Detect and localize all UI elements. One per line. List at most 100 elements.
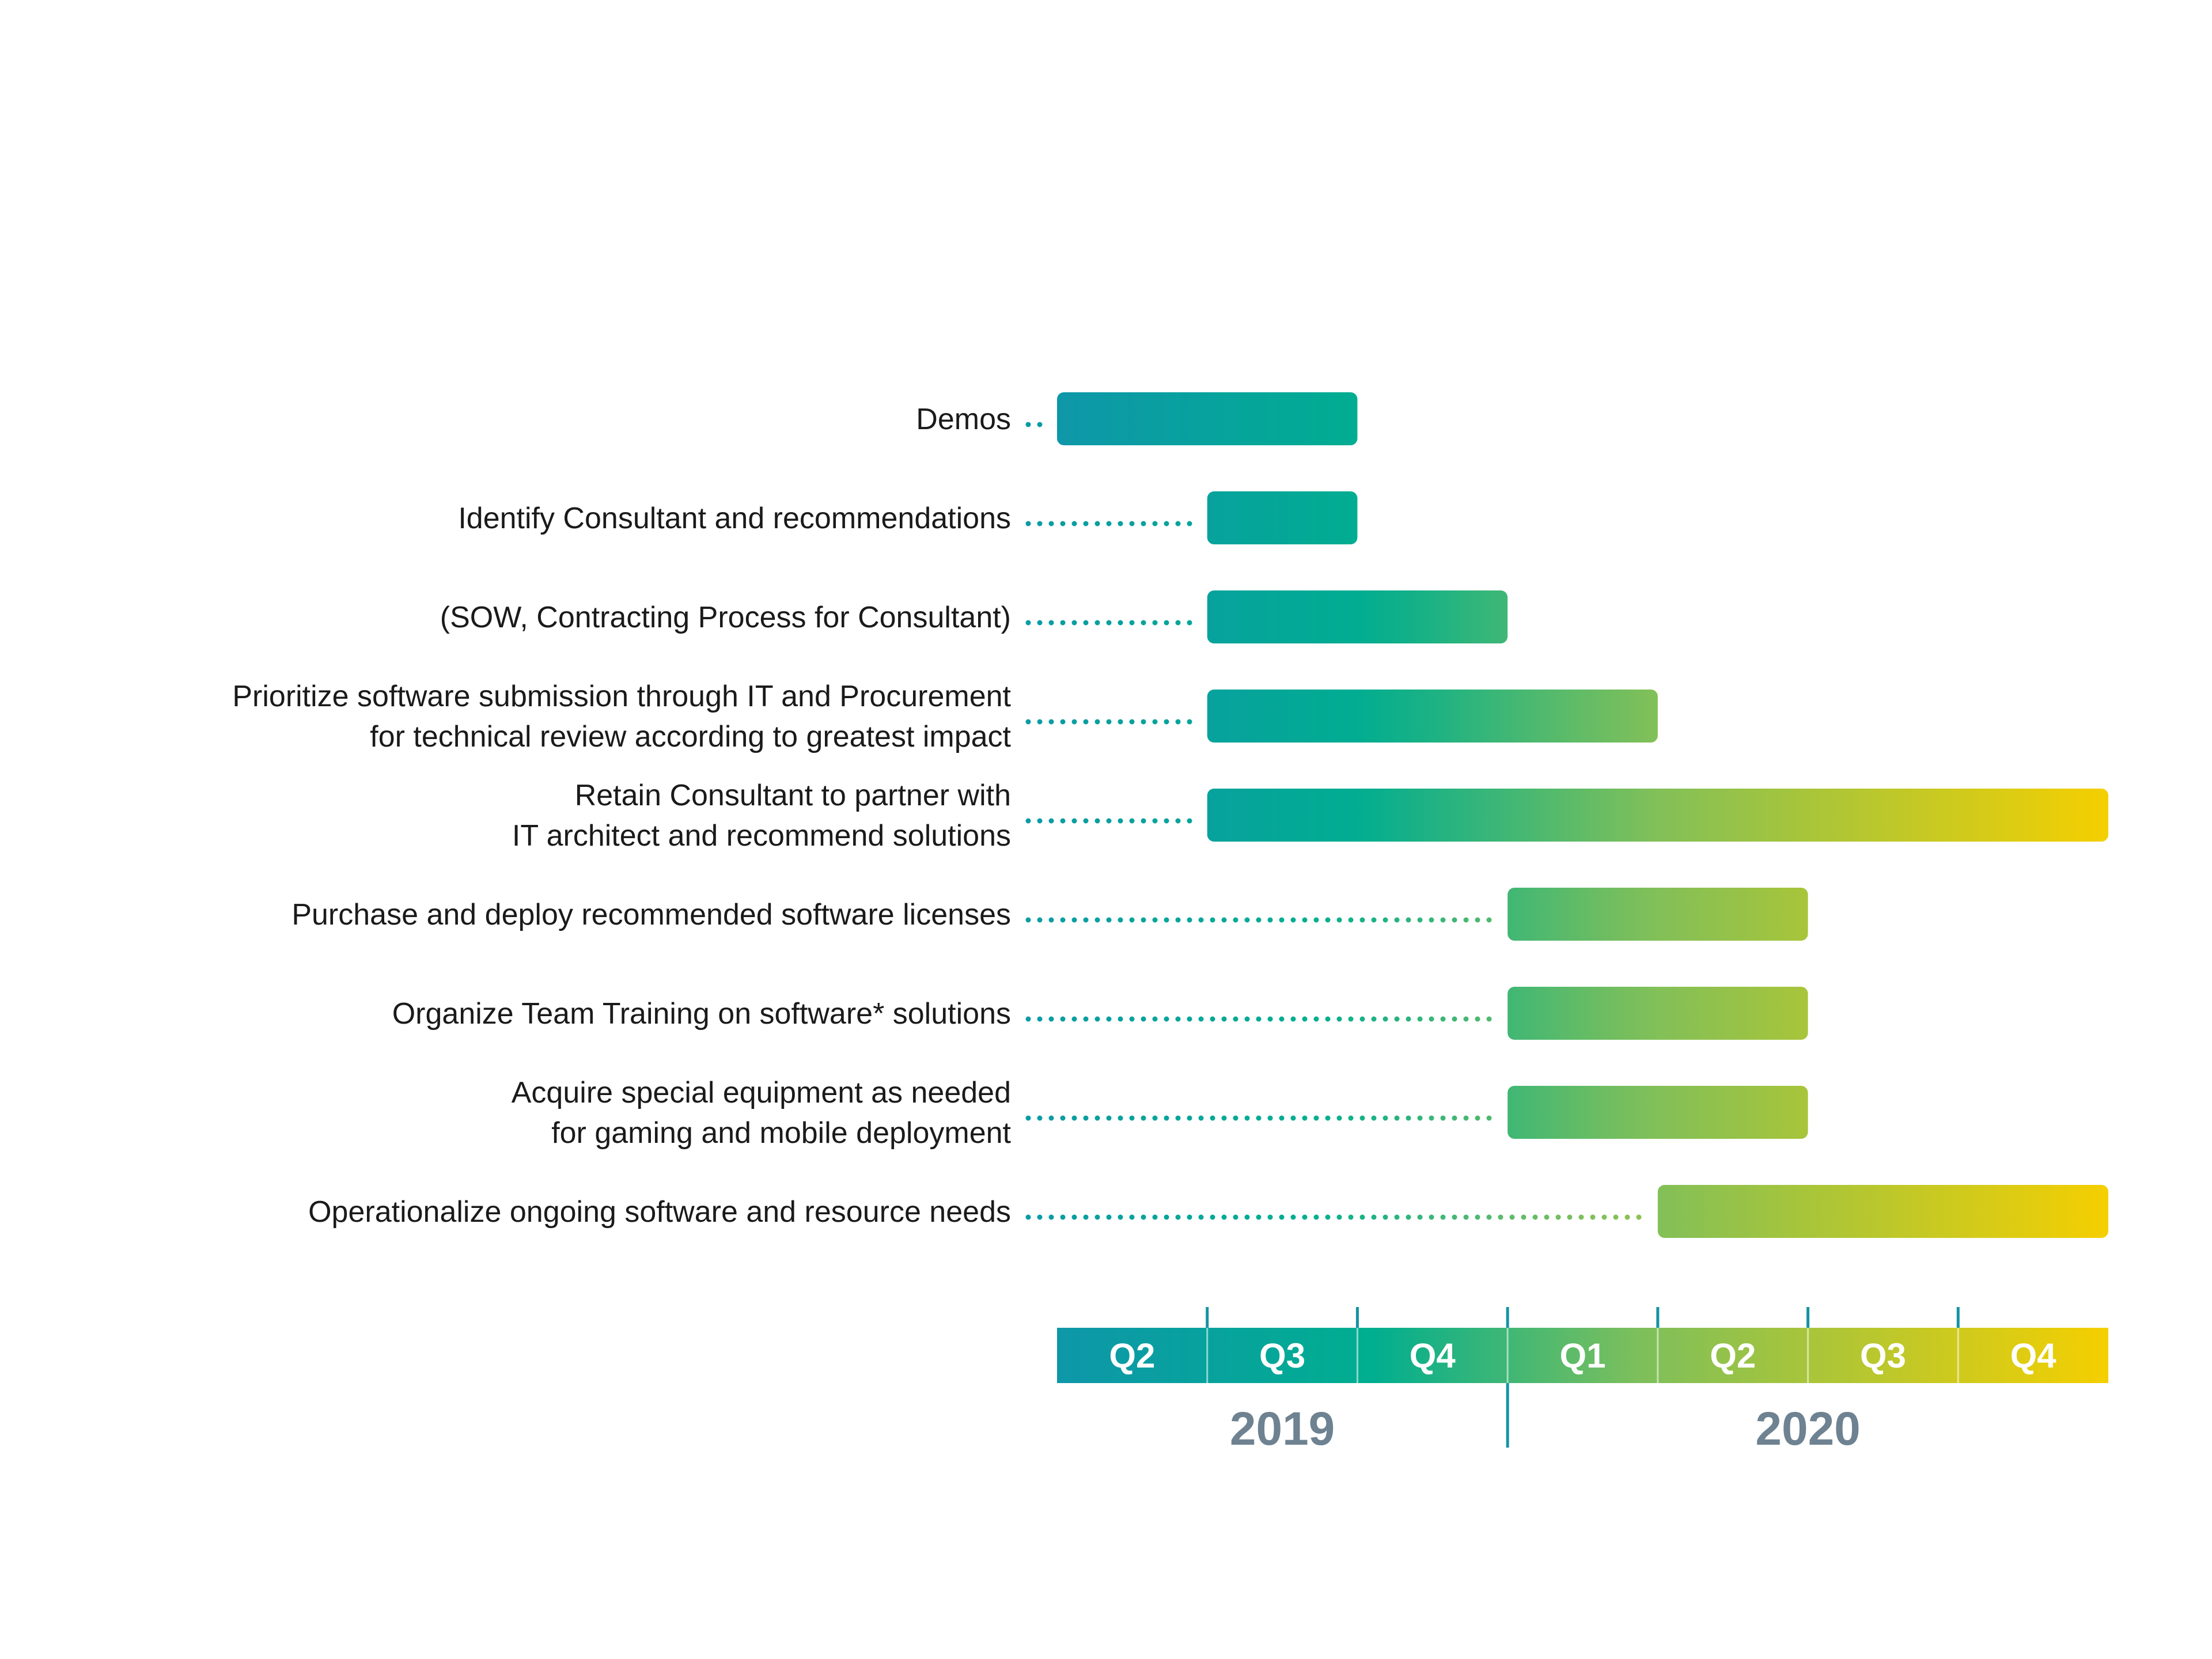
leader-dot [1060,818,1066,824]
leader-dot [1221,917,1227,923]
leader-dot [1141,818,1146,824]
leader-dot [1106,620,1112,626]
leader-dot [1129,1214,1135,1220]
leader-dot [1060,521,1066,527]
leader-dot [1429,917,1434,923]
task-bar [1508,1086,1808,1139]
leader-dot [1048,818,1054,824]
leader-dot [1175,1115,1181,1121]
leader-dot [1164,1115,1169,1121]
leader-dot [1175,1016,1181,1022]
task-leader-dots [1025,521,1192,527]
leader-dot [1371,1016,1377,1022]
leader-dot [1187,719,1192,725]
leader-dot [1152,818,1158,824]
leader-dot [1475,1115,1480,1121]
leader-dot [1094,719,1100,725]
leader-dot [1463,1016,1469,1022]
leader-dot [1025,620,1031,626]
leader-dot [1613,1214,1619,1220]
leader-dot [1463,1115,1469,1121]
leader-dot [1141,1214,1146,1220]
leader-dot [1325,1115,1331,1121]
leader-dot [1025,1214,1031,1220]
leader-dot [1336,1115,1342,1121]
leader-dot [1071,917,1077,923]
leader-dot [1094,818,1100,824]
leader-dot [1129,521,1135,527]
leader-dot [1083,719,1089,725]
leader-dot [1198,1115,1204,1121]
leader-dot [1348,1214,1354,1220]
leader-dot [1429,1214,1434,1220]
leader-dot [1129,917,1135,923]
task-bar [1508,888,1808,941]
leader-dot [1106,917,1112,923]
leader-dot [1106,1016,1112,1022]
leader-dot [1210,1115,1215,1121]
leader-dot [1521,1214,1527,1220]
leader-dot [1175,620,1181,626]
leader-dot [1359,1016,1365,1022]
leader-dot [1590,1214,1596,1220]
leader-dot [1567,1214,1573,1220]
leader-dot [1071,719,1077,725]
leader-dot [1336,1016,1342,1022]
leader-dot [1175,917,1181,923]
leader-dot [1221,1214,1227,1220]
quarter-label: Q4 [2010,1336,2057,1375]
leader-dot [1279,1214,1285,1220]
leader-dot [1198,917,1204,923]
task-label: Acquire special equipment as needed [512,1076,1011,1109]
leader-dot [1233,1016,1238,1022]
leader-dot [1164,620,1169,626]
task-label: Prioritize software submission through I… [232,680,1011,713]
leader-dot [1094,1115,1100,1121]
leader-dot [1187,818,1192,824]
leader-dot [1290,917,1296,923]
leader-dot [1532,1214,1538,1220]
leader-dot [1475,917,1480,923]
leader-dot [1382,1115,1388,1121]
leader-dot [1164,719,1169,725]
task-bar [1207,590,1508,643]
leader-dot [1244,1016,1250,1022]
task-leader-dots [1025,422,1043,427]
leader-dot [1037,422,1043,427]
leader-dot [1048,1115,1054,1121]
leader-dot [1118,818,1123,824]
task-leader-dots [1025,719,1192,725]
leader-dot [1175,719,1181,725]
leader-dot [1141,1016,1146,1022]
timeline-bar [1057,1328,2108,1383]
leader-dot [1118,1214,1123,1220]
leader-dot [1210,917,1215,923]
leader-dot [1164,1214,1169,1220]
leader-dot [1152,1016,1158,1022]
task-label: Identify Consultant and recommendations [458,502,1011,535]
leader-dot [1106,818,1112,824]
leader-dot [1279,917,1285,923]
leader-dot [1382,1214,1388,1220]
leader-dot [1244,917,1250,923]
leader-dot [1187,1214,1192,1220]
task-label: Purchase and deploy recommended software… [291,898,1011,931]
leader-dot [1256,1115,1262,1121]
leader-dot [1440,1016,1446,1022]
task-bar [1207,491,1358,544]
task-label: for technical review according to greate… [370,720,1011,753]
leader-dot [1475,1214,1480,1220]
leader-dot [1152,1115,1158,1121]
leader-dot [1440,917,1446,923]
leader-dot [1244,1115,1250,1121]
leader-dot [1060,1115,1066,1121]
leader-dot [1187,1115,1192,1121]
leader-dot [1348,917,1354,923]
leader-dot [1348,1115,1354,1121]
leader-dot [1037,917,1043,923]
leader-dot [1187,620,1192,626]
leader-dot [1221,1115,1227,1121]
leader-dot [1544,1214,1550,1220]
leader-dot [1129,1115,1135,1121]
